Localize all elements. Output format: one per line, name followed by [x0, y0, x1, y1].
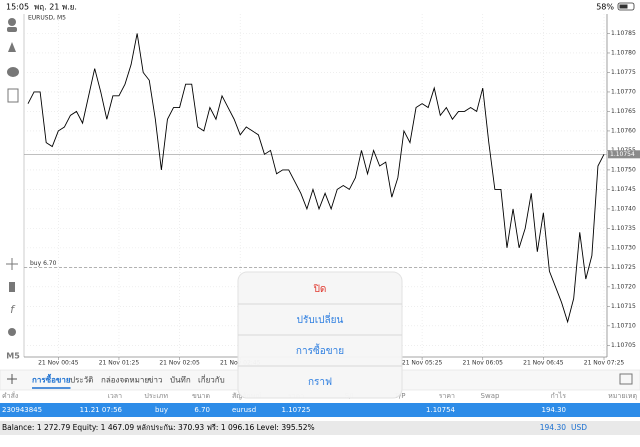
- y-tick-label: 1.10735: [611, 225, 636, 232]
- layout-icon[interactable]: [619, 373, 633, 385]
- indicator-icon[interactable]: f: [10, 303, 16, 316]
- table-cell: 11.21 07:56: [80, 406, 123, 414]
- y-tick-label: 1.10720: [611, 283, 636, 290]
- x-tick-label: 21 Nov 06:05: [463, 360, 504, 367]
- column-header: ประเภท: [144, 392, 168, 400]
- x-tick-label: 21 Nov 02:05: [159, 360, 200, 367]
- x-tick-label: 21 Nov 07:25: [584, 360, 625, 367]
- modify-action[interactable]: ปรับเปลี่ยน: [297, 312, 344, 326]
- table-cell: buy: [155, 406, 168, 414]
- tab[interactable]: เกี่ยวกับ: [198, 374, 225, 385]
- y-tick-label: 1.10730: [611, 244, 636, 251]
- trade-icon[interactable]: [8, 42, 16, 52]
- x-tick-label: 21 Nov 06:45: [523, 360, 564, 367]
- chart-type-icon[interactable]: [9, 282, 15, 292]
- y-tick-label: 1.10785: [611, 30, 636, 37]
- x-tick-label: 21 Nov 01:25: [99, 360, 140, 367]
- column-header: Swap: [481, 392, 500, 400]
- account-icon[interactable]: [8, 18, 16, 26]
- tab[interactable]: ประวัติ: [70, 376, 93, 385]
- status-date: พฤ. 21 พ.ย.: [34, 3, 77, 12]
- action-popup: ปิด ปรับเปลี่ยน การซื้อขาย กราฟ: [237, 271, 403, 399]
- chat-icon[interactable]: [7, 67, 19, 77]
- y-tick-label: 1.10780: [611, 49, 636, 56]
- crosshair-icon[interactable]: [6, 258, 18, 270]
- table-cell: 6.70: [194, 406, 210, 414]
- account-summary: Balance: 1 272.79 Equity: 1 467.09 หลักป…: [2, 423, 315, 432]
- chart-title: EURUSD, M5: [28, 15, 66, 22]
- y-tick-label: 1.10740: [611, 205, 636, 212]
- tab[interactable]: การซื้อขาย: [32, 374, 71, 385]
- status-time: 15:05: [6, 3, 29, 12]
- account-icon-body: [7, 27, 17, 32]
- table-cell: 1.10725: [282, 406, 311, 414]
- column-header: กำไร: [551, 391, 567, 400]
- tab[interactable]: บันทึก: [170, 376, 191, 385]
- column-header: คำสั่ง: [2, 391, 18, 400]
- objects-icon[interactable]: [8, 328, 16, 336]
- column-header: T/P: [394, 392, 406, 400]
- battery-level: [619, 4, 628, 9]
- y-tick-label: 1.10765: [611, 108, 636, 115]
- x-tick-label: 21 Nov 00:45: [38, 360, 79, 367]
- footer-bar: [0, 421, 640, 435]
- table-cell: 194.30: [542, 406, 567, 414]
- y-tick-label: 1.10705: [611, 342, 636, 349]
- column-header: ราคา: [439, 392, 455, 400]
- price-label-box: [608, 150, 640, 159]
- new-chart-icon[interactable]: [7, 88, 19, 103]
- tab[interactable]: ข่าว: [148, 376, 162, 385]
- table-cell: 230943845: [2, 406, 42, 414]
- selected-row[interactable]: [0, 403, 640, 417]
- trade-action[interactable]: การซื้อขาย: [296, 343, 344, 357]
- y-tick-label: 1.10775: [611, 69, 636, 76]
- x-tick-label: 21 Nov 05:25: [402, 360, 443, 367]
- timeframe-button[interactable]: M5: [6, 352, 20, 361]
- price-line-series: [27, 33, 605, 324]
- battery-icon: [617, 2, 635, 11]
- currency: USD: [571, 423, 587, 432]
- buy-line-label: buy 6.70: [30, 260, 57, 267]
- price-label: 1.10754: [610, 151, 635, 158]
- y-tick-label: 1.10770: [611, 88, 636, 95]
- column-header: เวลา: [107, 392, 122, 400]
- y-tick-label: 1.10715: [611, 303, 636, 310]
- column-header: หมายเหตุ: [608, 392, 637, 400]
- table-cell: 1.10754: [426, 406, 455, 414]
- y-tick-label: 1.10760: [611, 127, 636, 134]
- table-cell: eurusd: [232, 406, 256, 414]
- left-toolbar: f M5: [6, 18, 20, 361]
- y-tick-label: 1.10710: [611, 322, 636, 329]
- tab[interactable]: กล่องจดหมาย: [101, 376, 149, 385]
- y-tick-label: 1.10725: [611, 264, 636, 271]
- total-profit: 194.30: [540, 423, 566, 432]
- chart-action[interactable]: กราฟ: [308, 377, 332, 388]
- y-tick-label: 1.10745: [611, 186, 636, 193]
- y-tick-label: 1.10750: [611, 166, 636, 173]
- add-button[interactable]: [7, 374, 17, 384]
- close-action[interactable]: ปิด: [313, 284, 326, 295]
- status-battery: 58%: [596, 3, 614, 12]
- column-header: ขนาด: [192, 392, 210, 400]
